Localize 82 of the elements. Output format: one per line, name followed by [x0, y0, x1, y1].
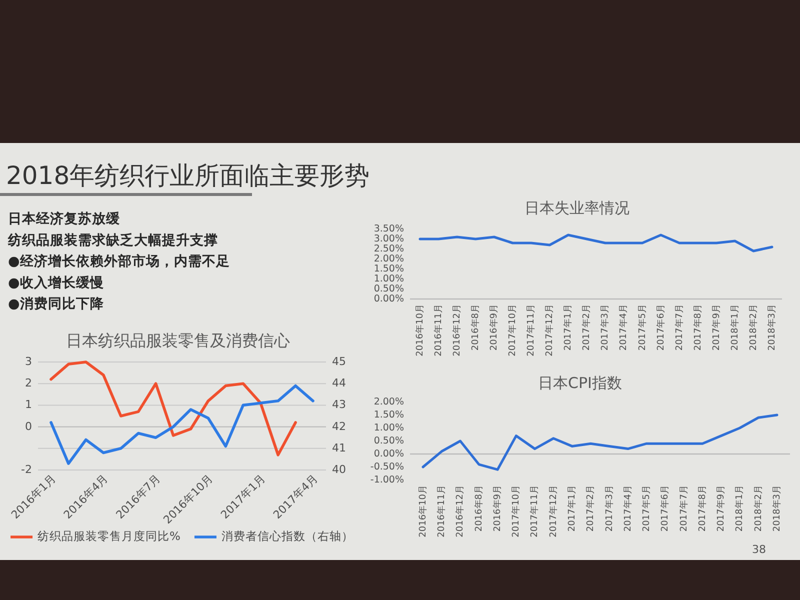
y-tick-label: -2	[21, 463, 32, 476]
y2-tick-label: 44	[332, 376, 346, 390]
x-tick-label: 2017年8月	[692, 304, 704, 351]
x-tick-label: 2016年12月	[454, 485, 466, 538]
text: 纺织品服装需求缺乏大幅提升支撑	[7, 231, 218, 248]
chart-title: 日本失业率情况	[524, 199, 630, 217]
x-tick-label: 2017年7月	[674, 304, 685, 351]
y-tick-label: 3.50%	[374, 224, 404, 235]
text: ●消费同比下降	[8, 296, 105, 312]
y-tick-label: 1.00%	[374, 422, 404, 434]
x-tick-label: 2018年1月	[734, 485, 746, 532]
x-tick-label: 2017年3月	[600, 304, 611, 351]
y-tick-label: 0.00%	[374, 448, 404, 460]
x-tick-label: 2018年3月	[771, 485, 782, 532]
y-tick-label: 2.50%	[374, 244, 404, 255]
y-tick-label: 1.50%	[374, 410, 404, 421]
x-tick-label: 2017年12月	[544, 304, 556, 356]
y-tick-label: 0.50%	[374, 436, 404, 447]
x-tick-label: 2017年3月	[604, 485, 615, 532]
text: 2018年纺织行业所面临主要形势	[6, 161, 370, 190]
x-tick-label: 2018年3月	[766, 304, 778, 351]
y-tick-label: 2.00%	[374, 396, 404, 408]
x-tick-label: 2017年5月	[636, 304, 648, 351]
y-tick-label: 0.00%	[374, 294, 404, 305]
x-tick-label: 2017年4月	[622, 485, 634, 532]
x-tick-label: 2017年9月	[716, 485, 727, 532]
y-tick-label: -1.00%	[370, 474, 404, 486]
y-tick-label: 3.00%	[374, 234, 404, 245]
y2-tick-label: 40	[332, 463, 346, 476]
x-tick-label: 2017年1月	[562, 304, 574, 351]
chart-title: 日本CPI指数	[538, 374, 622, 392]
y-tick-label: 0.50%	[374, 284, 404, 295]
x-tick-label: 2017年10月	[507, 304, 518, 356]
x-tick-label: 2016年9月	[488, 304, 500, 351]
text: 日本经济复苏放缓	[8, 210, 121, 227]
x-tick-label: 2017年11月	[529, 485, 540, 538]
y2-tick-label: 42	[332, 420, 346, 433]
line-series	[422, 414, 778, 471]
y2-tick-label: 41	[332, 441, 346, 454]
x-tick-label: 2017年10月	[510, 485, 522, 538]
x-tick-label: 2017年5月	[641, 485, 652, 532]
x-tick-label: 2017年4月	[618, 304, 630, 351]
line-series	[418, 234, 774, 252]
x-tick-label: 2017年2月	[581, 304, 592, 351]
x-tick-label: 2018年2月	[748, 304, 759, 351]
chart-title: 日本纺织品服装零售及消费信心	[66, 331, 290, 350]
x-tick-label: 2017年9月	[710, 304, 722, 351]
x-tick-label: 2016年10月	[417, 485, 428, 538]
x-tick-label: 2018年2月	[752, 485, 764, 532]
text: 38	[752, 543, 766, 556]
y-tick-label: 1.00%	[374, 274, 404, 285]
x-tick-label: 2016年8月	[470, 304, 482, 351]
legend-label: 消费者信心指数（右轴）	[221, 529, 354, 544]
x-tick-label: 2017年6月	[655, 304, 666, 351]
x-tick-label: 2017年1月	[566, 485, 578, 532]
y-tick-label: 1	[25, 398, 32, 412]
x-tick-label: 2016年10月	[414, 304, 426, 356]
text: ●经济增长依赖外部市场，内需不足	[8, 252, 230, 270]
y-tick-label: 1.50%	[374, 264, 404, 275]
x-tick-label: 2017年2月	[585, 485, 596, 532]
legend-label: 纺织品服装零售月度同比%	[38, 529, 181, 544]
x-tick-label: 2017年7月	[678, 485, 690, 532]
y-tick-label: 0	[25, 420, 32, 433]
line-series	[50, 384, 314, 465]
x-tick-label: 2017年8月	[696, 485, 708, 532]
x-tick-label: 2017年6月	[660, 485, 671, 532]
x-tick-label: 2018年1月	[729, 304, 740, 351]
text: ●收入增长缓慢	[8, 274, 104, 291]
y2-tick-label: 45	[332, 355, 346, 368]
x-tick-label: 2017年11月	[526, 304, 537, 356]
x-tick-label: 2016年11月	[432, 304, 444, 356]
line-series	[50, 360, 297, 456]
x-tick-label: 2016年12月	[452, 304, 463, 356]
y-tick-label: 2	[25, 376, 32, 390]
x-tick-label: 2016年9月	[492, 485, 503, 532]
y2-tick-label: 43	[332, 398, 346, 412]
x-tick-label: 2016年8月	[473, 485, 484, 532]
y-tick-label: 2.00%	[374, 254, 404, 265]
y-tick-label: -0.50%	[370, 462, 404, 473]
x-tick-label: 2016年11月	[436, 485, 448, 538]
x-tick-label: 2017年12月	[548, 485, 559, 538]
y-tick-label: 3	[25, 355, 32, 368]
